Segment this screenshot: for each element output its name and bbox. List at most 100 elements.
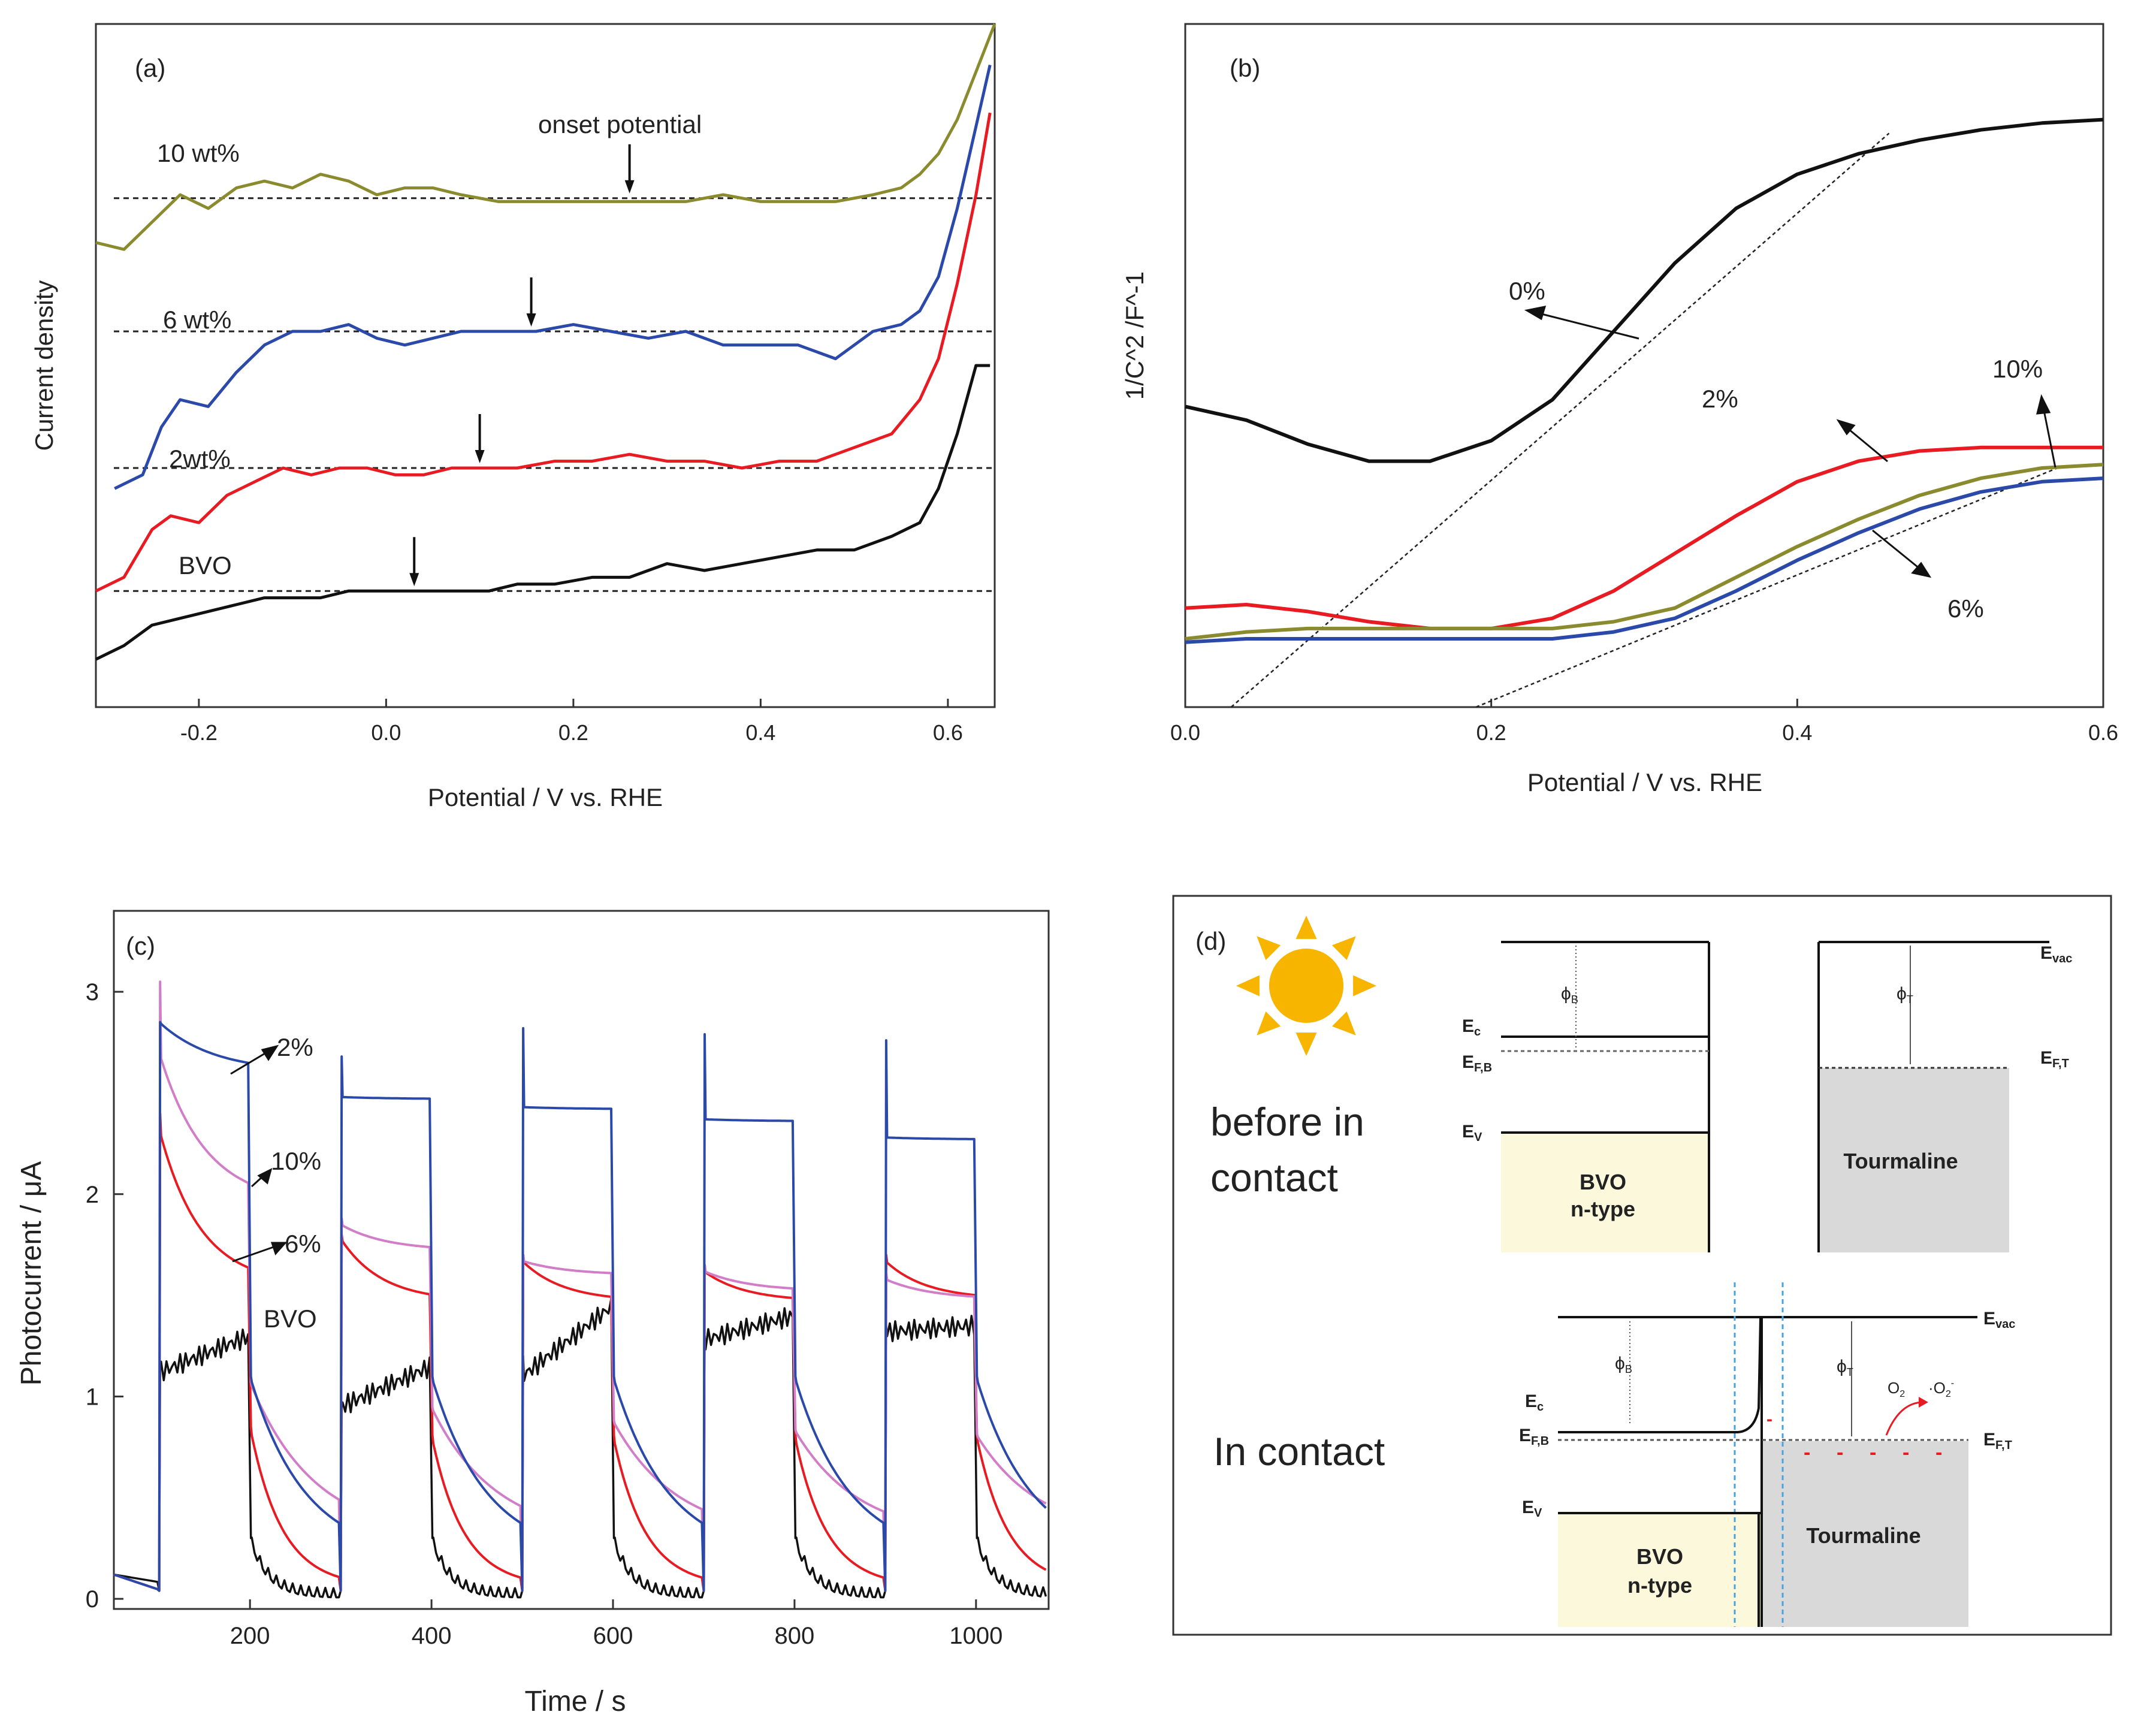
panel-b-x-axis: 0.0 0.2 0.4 0.6 [1170,699,2118,745]
panel-b-frame [1184,23,2104,708]
panel-c-label-bvo: BVO [264,1305,317,1333]
a-series-line [95,112,992,593]
panel-b-ylabel: 1/C^2 /F^-1 [1121,271,1149,400]
ec-before: Ec [1462,1016,1481,1038]
b-tangent-line [1475,467,2058,708]
b-xtick-label: 0.4 [1782,720,1812,745]
b-series-line [1185,476,2104,644]
panel-c-annotation-arrows [230,1044,288,1263]
panel-a-frame [95,23,996,708]
panel-a-xlabel: Potential / V vs. RHE [428,783,663,811]
red-charge-3: - [1870,1441,1876,1464]
efb-contact: EF,B [1519,1426,1549,1448]
a-series-line [95,23,996,251]
label-in-contact: In contact [1213,1429,1385,1474]
a-xtick-label: 0.4 [745,720,775,745]
phi-t-contact: ϕT [1837,1357,1853,1378]
panel-b-tangent-lines [1230,132,2058,708]
panel-c-ylabel: Photocurrent / μA [16,1161,47,1386]
efb-before: EF,B [1462,1052,1492,1074]
panel-b-annotation-arrows [1524,306,2057,578]
panel-b-xlabel: Potential / V vs. RHE [1527,768,1762,796]
panel-d: (d) before in contact In contact ϕB Ec E… [1172,895,2112,1636]
bvo-label-contact-1: BVO [1636,1544,1683,1569]
red-charge-4: - [1903,1441,1909,1464]
panel-c: (c) 200 400 600 800 1000 0 1 2 3 Time / s Photoc… [16,910,1050,1717]
bvo-label-before-1: BVO [1580,1170,1626,1194]
sun-disc [1269,949,1343,1023]
panel-a-x-axis: -0.2 0.0 0.2 0.4 0.6 [180,699,963,745]
a-xtick-label: 0.0 [371,720,401,745]
red-charge-6: - [1766,1409,1772,1429]
phi-b-contact: ϕB [1615,1354,1632,1375]
c-xtick-label: 1000 [949,1623,1002,1649]
panel-c-axes: 200 400 600 800 1000 0 1 2 3 [86,979,1003,1649]
panel-a-label-2wt: 2wt% [169,445,231,473]
panel-a-label: (a) [135,54,165,82]
sun-ray [1296,1032,1317,1056]
red-charge-2: - [1837,1441,1843,1464]
sun-ray [1353,975,1376,997]
electron-transfer-arrowhead [1919,1397,1928,1408]
o2-radical-label: ·O2- [1928,1378,1954,1399]
sun-ray [1331,936,1356,961]
panel-c-frame [113,910,1050,1610]
c-series-line [113,1297,1047,1599]
red-charge-5: - [1935,1441,1942,1464]
panel-b-label-2: 2% [1702,385,1738,413]
b-xtick-label: 0.2 [1476,720,1506,745]
tourmaline-block-contact [1762,1441,1968,1627]
panel-d-label: (d) [1195,927,1226,955]
eft-before: EF,T [2040,1048,2069,1070]
sun-icon [1236,916,1376,1056]
c-ytick-label: 3 [86,979,99,1006]
b-series-line [1185,117,2104,463]
tourmaline-label-contact: Tourmaline [1806,1523,1920,1548]
panel-c-label-2: 2% [277,1033,313,1061]
a-series-line [95,364,991,661]
sun-ray [1236,975,1260,997]
evac-before: Evac [2040,943,2072,965]
ec-contact: Ec [1525,1391,1544,1414]
panel-c-xlabel: Time / s [525,1686,626,1717]
b-xtick-label: 0.6 [2088,720,2118,745]
panel-b-label-6: 6% [1947,594,1984,623]
ev-contact: EV [1522,1498,1542,1520]
panel-c-label: (c) [126,932,155,960]
eft-contact: EF,T [1983,1430,2012,1452]
b-tangent-line [1230,132,1890,708]
c-series-line [113,1021,1047,1592]
panel-a-baselines [114,197,995,592]
panel-a-annotation-onset: onset potential [538,110,702,138]
panel-b-label-0: 0% [1509,277,1545,305]
panel-a-label-bvo: BVO [179,551,232,579]
c-xtick-label: 400 [412,1623,452,1649]
o2-label: O2 [1888,1379,1905,1399]
label-before-line1: before in [1210,1100,1364,1144]
c-series-line [113,1112,1047,1592]
panel-c-series [113,980,1047,1599]
sun-ray [1331,1011,1356,1035]
c-xtick-label: 800 [775,1623,815,1649]
tourmaline-block-before [1819,1068,2009,1252]
b-series-line [1185,445,2103,630]
sun-ray [1257,1011,1281,1035]
a-onset-arrowhead [624,180,635,194]
c-xtick-label: 600 [593,1623,633,1649]
electron-transfer-arrow [1885,1401,1924,1436]
c-ytick-label: 2 [86,1182,99,1208]
c-ytick-label: 0 [86,1586,99,1613]
red-charge-1: - [1804,1441,1810,1464]
phi-b-before: ϕB [1561,984,1578,1006]
b-series-line [1185,463,2104,641]
ev-before: EV [1462,1122,1482,1144]
a-xtick-label: 0.2 [558,720,588,745]
a-series-line [114,64,992,490]
b-xtick-label: 0.0 [1170,720,1200,745]
panel-d-frame [1172,895,2112,1636]
label-before-line2: contact [1210,1155,1338,1200]
c-xtick-label: 200 [230,1623,270,1649]
sun-ray [1257,936,1281,961]
bvo-label-contact-2: n-type [1627,1573,1692,1598]
panel-a-label-6wt: 6 wt% [163,306,231,334]
